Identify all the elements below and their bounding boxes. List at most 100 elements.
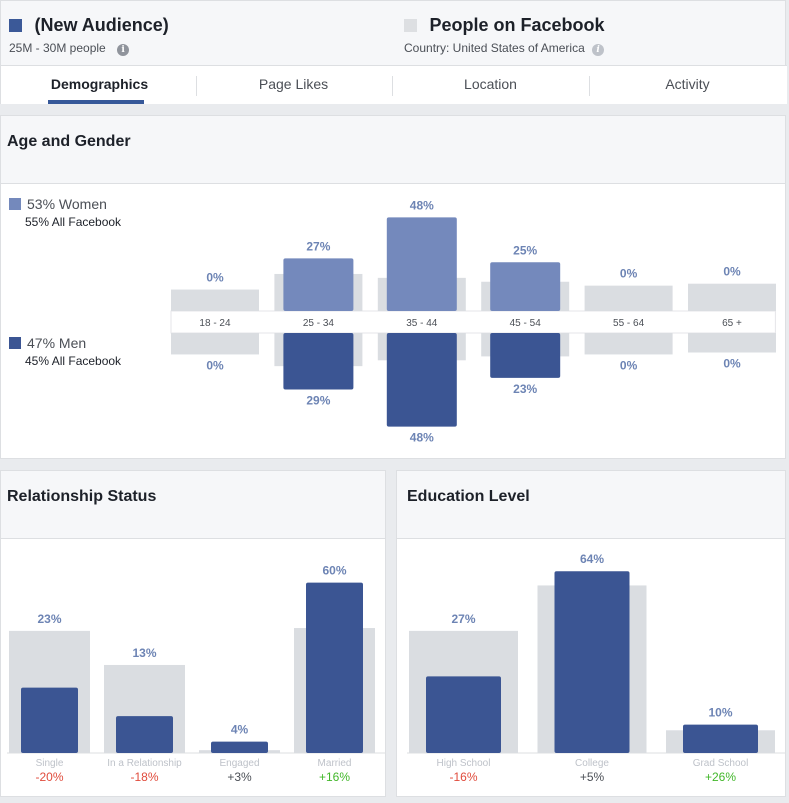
tab-label: Activity bbox=[665, 76, 710, 92]
men-all-facebook: 45% All Facebook bbox=[25, 354, 122, 368]
women-bar bbox=[283, 258, 354, 311]
baseline-country: Country: United States of America bbox=[404, 41, 585, 55]
age-tick-label: 25 - 34 bbox=[303, 318, 335, 329]
men-value-label: 0% bbox=[620, 358, 638, 372]
info-icon[interactable]: i bbox=[117, 44, 130, 56]
delta-label: +5% bbox=[580, 770, 605, 784]
women-bar bbox=[490, 262, 561, 311]
women-legend: 53% Women 55% All Facebook bbox=[9, 196, 121, 229]
category-label: Single bbox=[36, 758, 64, 769]
tab-page-likes[interactable]: Page Likes bbox=[195, 66, 392, 104]
age-tick-label: 18 - 24 bbox=[199, 318, 231, 329]
women-value-label: 0% bbox=[206, 271, 224, 285]
active-tab-indicator bbox=[48, 100, 144, 104]
age-tick-label: 65 + bbox=[722, 318, 742, 329]
relationship-chart: 23% Single-20% 13% In a Relationship-18% 4% E… bbox=[7, 564, 385, 784]
audience-color-swatch bbox=[9, 19, 22, 32]
delta-label: +26% bbox=[705, 770, 736, 784]
selected-audience: (New Audience) 25M - 30M people i bbox=[9, 15, 169, 56]
women-share: 53% Women bbox=[27, 196, 107, 212]
baseline-title: People on Facebook bbox=[429, 15, 605, 35]
delta-label: -16% bbox=[449, 770, 477, 784]
women-bar bbox=[386, 217, 457, 311]
category-label: Engaged bbox=[219, 758, 259, 769]
bar-value-label: 4% bbox=[231, 723, 249, 737]
men-value-label: 0% bbox=[206, 358, 224, 372]
men-value-label: 0% bbox=[723, 357, 741, 371]
tab-label: Page Likes bbox=[258, 76, 329, 92]
value-bar bbox=[426, 676, 501, 753]
women-value-label: 0% bbox=[620, 267, 638, 281]
value-bar bbox=[683, 724, 758, 753]
value-bar bbox=[211, 741, 268, 753]
age-tick-label: 45 - 54 bbox=[510, 318, 542, 329]
audience-title: (New Audience) bbox=[34, 15, 169, 35]
men-value-label: 29% bbox=[306, 394, 330, 408]
bar-value-label: 27% bbox=[451, 612, 475, 626]
education-panel: Education Level 27% High School -16% 64% Col… bbox=[396, 470, 786, 797]
tab-divider bbox=[196, 76, 197, 96]
women-all-facebook: 55% All Facebook bbox=[25, 215, 122, 229]
tab-demographics[interactable]: Demographics bbox=[1, 66, 198, 104]
education-chart: 27% High School-16% 64% College+5% 10% Grad S… bbox=[407, 552, 785, 784]
tab-label: Demographics bbox=[50, 76, 149, 92]
men-share: 47% Men bbox=[27, 335, 87, 351]
tab-divider bbox=[392, 76, 393, 96]
category-label: In a Relationship bbox=[107, 758, 182, 769]
delta-label: +3% bbox=[227, 770, 252, 784]
baseline-bar-men bbox=[584, 333, 673, 355]
age-tick-label: 55 - 64 bbox=[613, 318, 645, 329]
bar-value-label: 60% bbox=[322, 564, 346, 578]
category-label: College bbox=[575, 758, 609, 769]
tab-label: Location bbox=[464, 76, 517, 92]
delta-label: -18% bbox=[130, 770, 158, 784]
men-swatch bbox=[9, 337, 21, 349]
baseline-bar-women bbox=[171, 289, 259, 311]
bar-value-label: 64% bbox=[580, 552, 604, 566]
bar-value-label: 10% bbox=[708, 706, 732, 720]
bar-value-label: 23% bbox=[37, 612, 61, 626]
baseline-audience: People on Facebook Country: United State… bbox=[404, 15, 605, 56]
men-value-label: 48% bbox=[410, 431, 434, 445]
relationship-title: Relationship Status bbox=[1, 471, 385, 539]
relationship-panel: Relationship Status 23% Single -20% 13% In a… bbox=[0, 470, 386, 797]
women-value-label: 25% bbox=[513, 243, 537, 257]
delta-label: +16% bbox=[319, 770, 350, 784]
delta-label: -20% bbox=[35, 770, 63, 784]
category-label: High School bbox=[437, 758, 491, 769]
tab-divider bbox=[589, 76, 590, 96]
education-title: Education Level bbox=[397, 471, 785, 539]
men-legend: 47% Men 45% All Facebook bbox=[9, 335, 121, 368]
women-value-label: 27% bbox=[306, 239, 330, 253]
tab-activity[interactable]: Activity bbox=[589, 66, 786, 104]
baseline-bar-men bbox=[171, 333, 259, 355]
men-bar bbox=[386, 333, 457, 427]
age-axis-band bbox=[170, 310, 776, 334]
value-bar bbox=[116, 716, 173, 753]
women-swatch bbox=[9, 198, 21, 210]
audience-comparison-header: (New Audience) 25M - 30M people i People… bbox=[0, 0, 787, 104]
bar-value-label: 13% bbox=[132, 646, 156, 660]
category-label: Married bbox=[318, 758, 352, 769]
baseline-color-swatch bbox=[404, 19, 417, 32]
baseline-bar-women bbox=[584, 285, 673, 311]
category-label: Grad School bbox=[693, 758, 749, 769]
info-icon[interactable]: i bbox=[592, 44, 605, 56]
audience-size: 25M - 30M people bbox=[9, 41, 106, 55]
men-bar bbox=[283, 333, 354, 390]
insights-tabs: Demographics Page Likes Location Activit… bbox=[1, 65, 787, 104]
value-bar bbox=[306, 582, 363, 753]
age-gender-chart: 0% 0% 18 - 24 27% 29% 25 - 34 48% 48% 35 - 44 25%… bbox=[170, 198, 776, 445]
value-bar bbox=[21, 687, 78, 753]
women-value-label: 0% bbox=[723, 265, 741, 279]
women-value-label: 48% bbox=[410, 198, 434, 212]
age-gender-panel: Age and Gender 53% Women 55% All Faceboo… bbox=[0, 115, 786, 459]
men-value-label: 23% bbox=[513, 382, 537, 396]
age-tick-label: 35 - 44 bbox=[406, 318, 438, 329]
age-gender-title: Age and Gender bbox=[1, 116, 785, 184]
men-bar bbox=[490, 333, 561, 378]
baseline-bar-women bbox=[688, 283, 776, 311]
tab-location[interactable]: Location bbox=[392, 66, 589, 104]
value-bar bbox=[554, 571, 630, 753]
baseline-bar-men bbox=[688, 333, 776, 353]
